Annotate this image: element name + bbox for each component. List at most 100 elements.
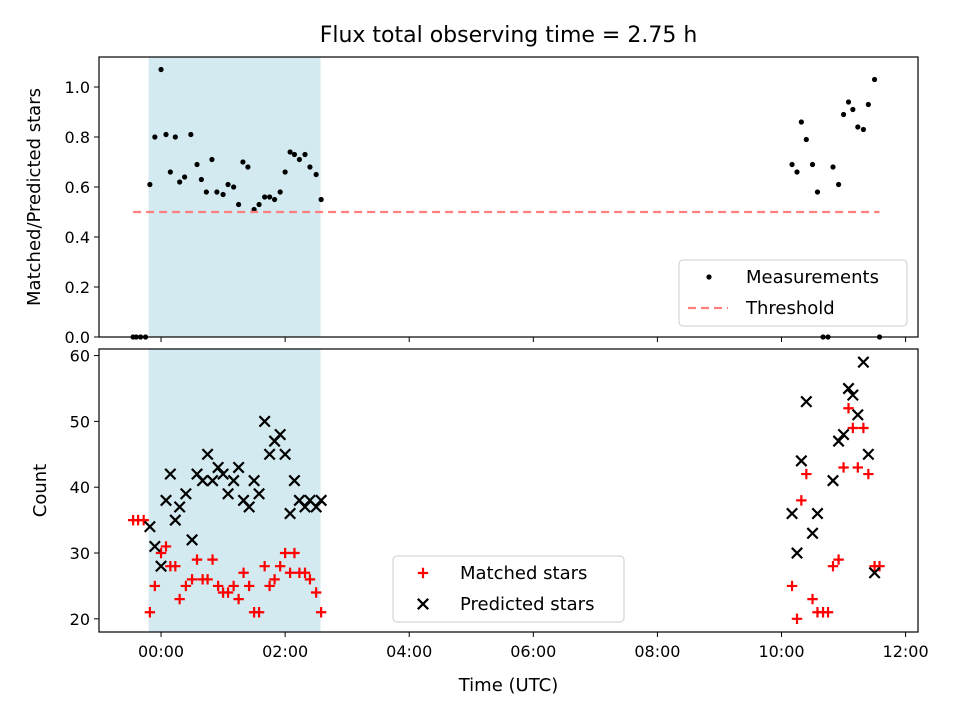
matched-star-point bbox=[786, 580, 798, 592]
measurement-point bbox=[198, 176, 204, 183]
legend-label: Predicted stars bbox=[460, 594, 594, 615]
predicted-star-point bbox=[299, 500, 311, 513]
matched-star-point bbox=[212, 580, 224, 592]
measurement-point bbox=[845, 99, 852, 105]
predicted-star-point bbox=[315, 494, 328, 507]
predicted-star-point bbox=[206, 474, 219, 487]
predicted-star-point bbox=[274, 428, 287, 441]
predicted-star-point bbox=[173, 500, 186, 513]
legend-cross-swatch bbox=[417, 598, 429, 610]
matched-star-point bbox=[274, 560, 286, 572]
y-tick-label: 0.4 bbox=[65, 228, 90, 247]
y-tick-label: 0.0 bbox=[65, 328, 90, 347]
measurement-point bbox=[809, 161, 816, 168]
measurement-point bbox=[240, 159, 246, 165]
legend-dot-swatch bbox=[706, 274, 712, 280]
predicted-star-point bbox=[186, 533, 199, 546]
predicted-star-point bbox=[284, 507, 297, 520]
series-matched-stars bbox=[127, 403, 885, 625]
matched-star-point bbox=[202, 574, 213, 585]
x-tick-label: 08:00 bbox=[634, 642, 680, 661]
measurement-point bbox=[220, 191, 226, 198]
predicted-star-point bbox=[227, 474, 240, 487]
predicted-star-point bbox=[148, 540, 161, 553]
measurement-point bbox=[282, 169, 288, 175]
matched-star-point bbox=[863, 468, 874, 480]
measurement-point bbox=[789, 161, 795, 168]
series-predicted-stars bbox=[143, 356, 881, 579]
measurement-point bbox=[167, 169, 173, 175]
measurement-point bbox=[803, 136, 809, 143]
predicted-star-point bbox=[201, 448, 214, 461]
measurement-point bbox=[871, 76, 878, 83]
predicted-star-point bbox=[827, 474, 839, 487]
measurement-point bbox=[245, 164, 251, 170]
predicted-star-point bbox=[842, 382, 855, 395]
measurement-point bbox=[182, 174, 188, 180]
measurement-point bbox=[287, 149, 293, 155]
legend-label: Measurements bbox=[746, 267, 879, 288]
matched-star-point bbox=[259, 560, 270, 572]
predicted-star-point bbox=[786, 507, 799, 520]
matched-star-point bbox=[858, 422, 869, 434]
measurement-point bbox=[158, 66, 164, 73]
predicted-star-point bbox=[155, 560, 168, 573]
matched-star-point bbox=[238, 567, 249, 578]
observing-window-span bbox=[148, 57, 321, 337]
predicted-star-point bbox=[806, 527, 819, 540]
predicted-star-point bbox=[232, 461, 245, 474]
predicted-star-point bbox=[164, 468, 177, 481]
axes-frame bbox=[98, 56, 919, 338]
matched-star-point bbox=[310, 587, 322, 598]
predicted-star-point bbox=[196, 474, 209, 487]
measurement-point bbox=[835, 181, 842, 188]
predicted-star-point bbox=[868, 566, 881, 579]
predicted-star-point bbox=[212, 461, 225, 474]
matched-star-point bbox=[874, 560, 885, 572]
matched-star-point bbox=[822, 607, 834, 618]
axes-frame bbox=[98, 348, 919, 633]
x-tick-label: 06:00 bbox=[510, 642, 556, 661]
x-tick-label: 10:00 bbox=[758, 642, 804, 661]
y-tick-label: 40 bbox=[70, 478, 90, 497]
legend-plus-swatch bbox=[417, 567, 429, 579]
predicted-star-point bbox=[179, 487, 192, 500]
measurement-point bbox=[256, 201, 262, 208]
matched-star-point bbox=[289, 547, 300, 559]
predicted-star-point bbox=[862, 448, 875, 461]
predicted-star-point bbox=[846, 389, 859, 402]
measurement-point bbox=[296, 156, 303, 163]
matched-star-point bbox=[847, 422, 859, 434]
measurement-point bbox=[214, 189, 220, 195]
matched-star-point bbox=[833, 554, 844, 565]
predicted-star-point bbox=[217, 468, 230, 481]
chart-title: Flux total observing time = 2.75 h bbox=[320, 23, 698, 48]
y-tick-label: 20 bbox=[70, 610, 90, 629]
matched-star-point bbox=[243, 580, 255, 592]
matched-star-point bbox=[149, 580, 161, 592]
measurement-point bbox=[172, 134, 178, 140]
measurement-point bbox=[860, 126, 867, 133]
measurement-point bbox=[251, 206, 257, 213]
measurement-point bbox=[850, 106, 856, 113]
measurement-point bbox=[277, 189, 283, 195]
matched-star-point bbox=[160, 541, 172, 552]
series-measurements bbox=[130, 66, 883, 340]
matched-star-point bbox=[315, 607, 327, 618]
measurement-point bbox=[209, 156, 215, 163]
predicted-star-point bbox=[279, 448, 292, 461]
x-tick-label: 12:00 bbox=[883, 642, 929, 661]
predicted-star-point bbox=[243, 500, 256, 513]
x-tick-label: 02:00 bbox=[262, 642, 308, 661]
measurement-point bbox=[271, 196, 278, 203]
matched-star-point bbox=[852, 462, 864, 473]
measurement-point bbox=[830, 164, 836, 170]
measurement-point bbox=[865, 101, 871, 108]
predicted-star-point bbox=[837, 428, 850, 441]
matched-star-point bbox=[253, 607, 265, 618]
x-tick-label: 00:00 bbox=[138, 642, 184, 661]
measurement-point bbox=[313, 171, 319, 178]
matched-star-point bbox=[207, 554, 218, 565]
measurement-point bbox=[188, 131, 194, 138]
